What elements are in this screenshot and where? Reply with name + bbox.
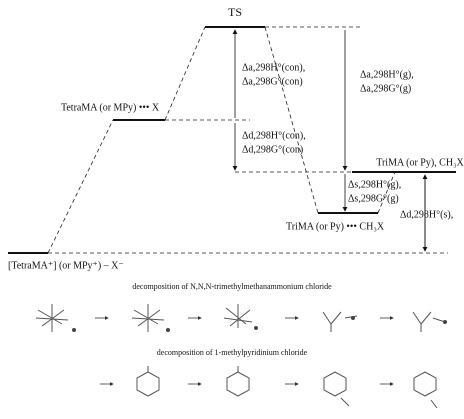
dec-con-label: Δd,298H°(con), xyxy=(242,130,306,141)
tri-separated-label: TriMA (or Py), CH₃X xyxy=(376,157,464,168)
act-con-label: Δa,298G°(con) xyxy=(242,76,303,87)
tri-complex-label: TriMA (or Py) ••• CH₃X xyxy=(286,221,385,232)
caption: decomposition of 1-methylpyridinium chlo… xyxy=(157,348,308,357)
energy-diagram: TS TetraMA (or MPy) ••• X [TetraMA⁺] (or… xyxy=(0,0,464,419)
dec-con-label: Δd,298G°(con) xyxy=(242,144,303,155)
tetra-complex-label: TetraMA (or MPy) ••• X xyxy=(61,102,160,113)
act-gas-label: Δa,298G°(g) xyxy=(360,83,411,94)
sep-gas-label: Δs,298G°(g) xyxy=(348,193,399,204)
sep-gas-label: Δs,298H°(g), xyxy=(348,179,401,190)
ion-pair-label: [TetraMA⁺] (or MPy⁺) – X⁻ xyxy=(8,260,124,271)
molecules-row-2 xyxy=(137,366,437,408)
act-gas-label: Δa,298H°(g), xyxy=(360,69,414,80)
act-con-label: Δa,298H°(con), xyxy=(242,62,305,73)
dec-sol-label: Δd,298H°(s), xyxy=(400,209,453,220)
ts-label: TS xyxy=(228,5,242,19)
caption: decomposition of N,N,N-trimethylmethanam… xyxy=(132,282,332,291)
